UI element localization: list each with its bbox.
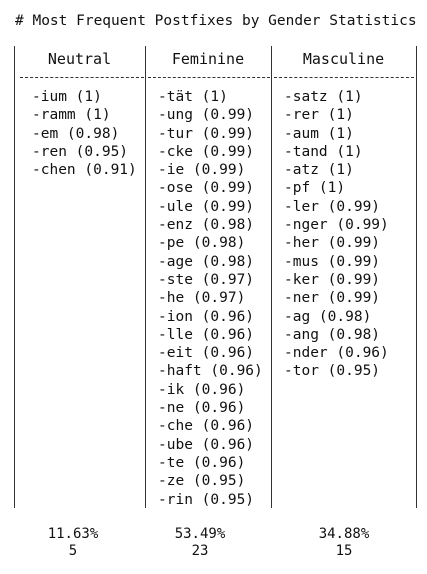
list-item: -satz (1): [284, 89, 363, 105]
list-item: -cke (0.99): [158, 143, 255, 160]
list-item: -ion (0.96): [158, 308, 255, 325]
list-item: -her (0.99): [284, 235, 381, 252]
column-neutral-list: -ium (1) -ramm (1) -em (0.98) -ren (0.95) -c…: [32, 88, 137, 179]
column-feminine-list: -tät (1) -ung (0.99) -tur (0.99) -cke (0.99…: [158, 88, 263, 509]
list-item: -pf (1): [284, 180, 346, 197]
column-header-feminine: Feminine: [171, 50, 245, 68]
list-item: -aum (1): [284, 125, 354, 142]
list-item: -enz (0.98): [158, 217, 255, 234]
table-border-left: [14, 46, 15, 508]
list-item: -ie (0.99): [158, 162, 246, 179]
header-separator-masculine: [274, 77, 414, 78]
list-item: -ik (0.96): [158, 381, 246, 398]
list-item: -tand (1): [284, 143, 363, 160]
list-item: -he (0.97): [158, 290, 246, 307]
list-item: -ren (0.95): [32, 143, 129, 160]
list-item: -ube (0.96): [158, 436, 255, 453]
list-item: -ze (0.95): [158, 473, 246, 490]
list-item: -ang (0.98): [284, 326, 381, 343]
list-item: -ung (0.99): [158, 107, 255, 124]
list-item: -pe (0.98): [158, 235, 246, 252]
stats-masculine: 34.88% 15: [299, 526, 389, 560]
column-header-neutral: Neutral: [47, 50, 112, 68]
list-item: -eit (0.96): [158, 345, 255, 362]
list-item: -ium (1): [32, 89, 102, 105]
percent-masculine: 34.88%: [318, 526, 370, 542]
list-item: -chen (0.91): [32, 162, 137, 179]
list-item: -ste (0.97): [158, 271, 255, 288]
list-item: -lle (0.96): [158, 326, 255, 343]
list-item: -rin (0.95): [158, 491, 255, 508]
list-item: -tur (0.99): [158, 125, 255, 142]
list-item: -rer (1): [284, 107, 354, 124]
percent-feminine: 53.49%: [174, 526, 226, 542]
list-item: -ramm (1): [32, 107, 111, 124]
list-item: -em (0.98): [32, 125, 120, 142]
list-item: -ule (0.99): [158, 198, 255, 215]
list-item: -ag (0.98): [284, 308, 372, 325]
column-header-masculine: Masculine: [302, 50, 385, 68]
count-neutral: 5: [68, 543, 78, 559]
count-masculine: 15: [335, 543, 353, 559]
list-item: -mus (0.99): [284, 253, 381, 270]
stats-feminine: 53.49% 23: [155, 526, 245, 560]
list-item: -te (0.96): [158, 454, 246, 471]
list-item: -ne (0.96): [158, 400, 246, 417]
list-item: -che (0.96): [158, 418, 255, 435]
list-item: -ner (0.99): [284, 290, 381, 307]
table-border-col1: [145, 46, 146, 508]
list-item: -haft (0.96): [158, 363, 263, 380]
header-separator-feminine: [148, 77, 270, 78]
stats-neutral: 11.63% 5: [28, 526, 118, 560]
list-item: -ose (0.99): [158, 180, 255, 197]
list-item: -tor (0.95): [284, 363, 381, 380]
list-item: -ker (0.99): [284, 271, 381, 288]
list-item: -nder (0.96): [284, 345, 389, 362]
table-border-col2: [271, 46, 272, 508]
page-title: # Most Frequent Postfixes by Gender Stat…: [15, 13, 417, 29]
list-item: -ler (0.99): [284, 198, 381, 215]
count-feminine: 23: [191, 543, 209, 559]
table-border-right: [416, 46, 417, 508]
list-item: -atz (1): [284, 162, 354, 179]
list-item: -age (0.98): [158, 253, 255, 270]
header-separator-neutral: [20, 77, 144, 78]
percent-neutral: 11.63%: [47, 526, 99, 542]
list-item: -tät (1): [158, 89, 228, 105]
column-masculine-list: -satz (1) -rer (1) -aum (1) -tand (1) -atz (…: [284, 88, 389, 381]
list-item: -nger (0.99): [284, 217, 389, 234]
